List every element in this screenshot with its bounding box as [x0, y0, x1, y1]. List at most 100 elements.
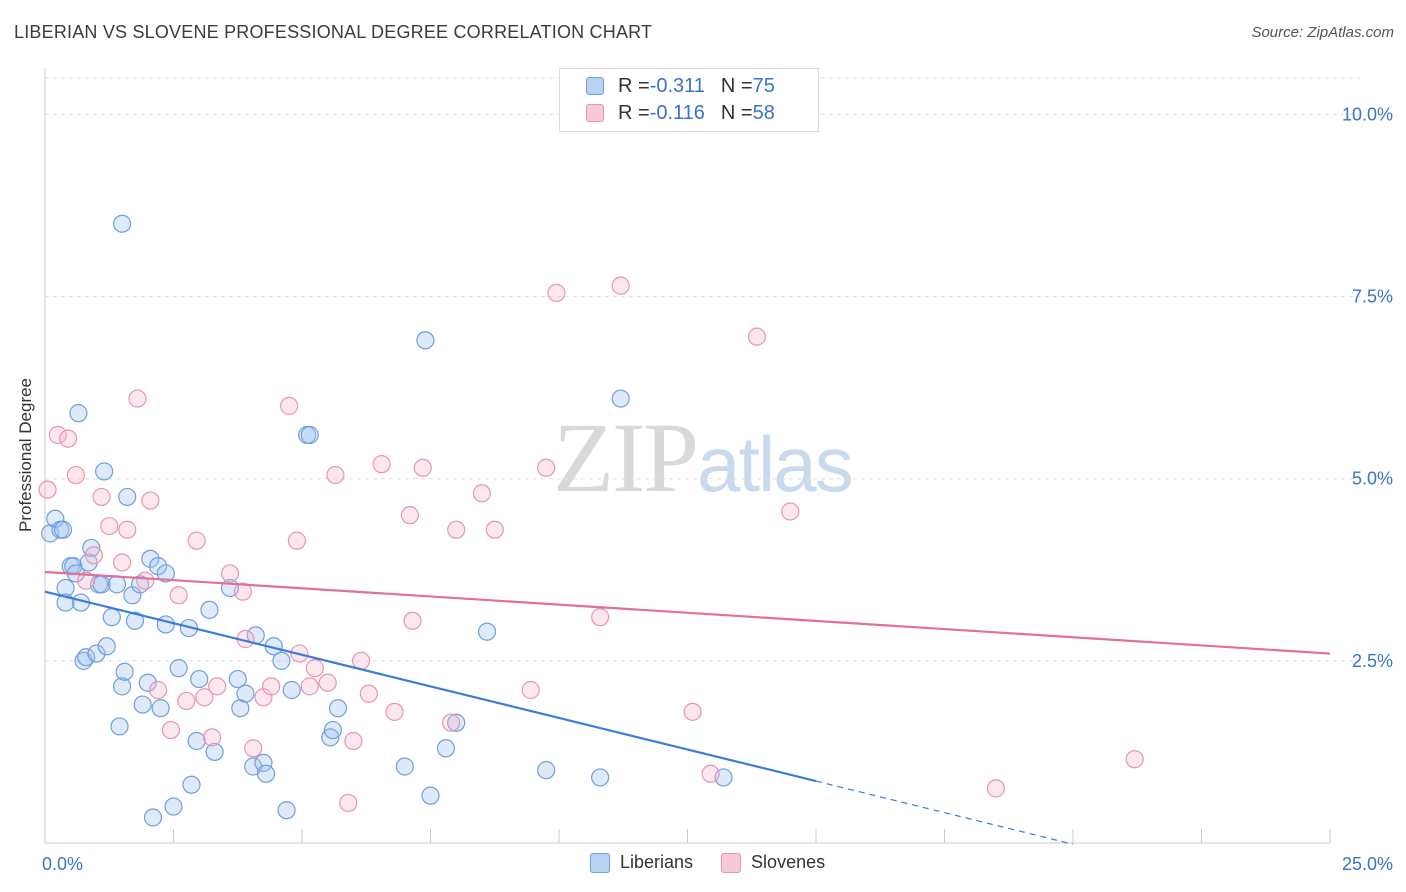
slovene-point: [287, 531, 306, 550]
slovene-point: [169, 586, 188, 605]
x-tick-label-min: 0.0%: [42, 854, 83, 874]
liberian-point: [228, 669, 247, 689]
liberian-point: [328, 699, 348, 718]
liberian-point: [272, 651, 291, 670]
liberian-point: [321, 728, 340, 747]
slovene-point: [339, 793, 358, 813]
slovene-point: [262, 677, 281, 696]
slovene-point: [112, 553, 132, 572]
liberian-point: [95, 462, 114, 481]
slovene-point: [547, 283, 566, 303]
liberian-point: [256, 764, 276, 783]
slovene-point: [177, 691, 196, 711]
r-value: -0.116: [649, 101, 705, 124]
slovene-point: [447, 520, 466, 539]
slovene-point: [48, 425, 67, 445]
liberian-point: [300, 425, 319, 445]
y-tick-label: 7.5%: [1352, 287, 1393, 307]
slovene-point: [441, 713, 461, 732]
slovene-point: [92, 487, 111, 507]
liberian-point: [395, 757, 414, 776]
slovene-point: [385, 702, 404, 721]
liberian-point: [118, 487, 137, 507]
slovene-point: [372, 455, 391, 474]
liberian-point: [69, 404, 88, 423]
slovene-point: [472, 484, 491, 503]
liberian-point: [138, 673, 157, 692]
slovene-point: [100, 516, 119, 536]
liberian-point: [236, 684, 255, 703]
liberian-point: [477, 622, 497, 641]
slovene-point: [747, 327, 766, 346]
slovenes-trend-line: [44, 570, 1331, 655]
slovene-point: [38, 480, 57, 499]
slovene-point: [400, 506, 420, 525]
slovene-point: [683, 702, 702, 721]
slovene-point: [537, 458, 556, 477]
liberian-point: [323, 720, 342, 740]
liberian-point: [110, 717, 129, 736]
liberian-point: [125, 611, 145, 630]
n-value: 75: [752, 74, 775, 97]
slovene-point: [611, 276, 630, 295]
slovene-point: [403, 611, 422, 630]
liberian-point: [112, 677, 132, 696]
liberian-point: [190, 669, 209, 689]
liberian-point: [164, 797, 183, 816]
slovene-point: [413, 458, 432, 477]
watermark-atlas: atlas: [697, 420, 854, 508]
liberian-point: [254, 753, 273, 772]
slovene-point: [701, 764, 720, 783]
slovenes-points: [38, 276, 1144, 813]
slovenes-legend-swatch: [721, 852, 742, 873]
x-tick-label-max: 25.0%: [1342, 854, 1393, 874]
slovene-point: [305, 659, 324, 678]
slovene-point: [208, 677, 227, 696]
slovene-point: [195, 688, 214, 707]
liberian-point: [87, 644, 106, 663]
slovene-point: [59, 429, 78, 448]
liberian-point: [156, 564, 175, 583]
legend-label: Slovenes: [751, 852, 826, 872]
liberian-point: [277, 801, 296, 820]
slovene-point: [1125, 750, 1144, 769]
liberian-point: [611, 389, 630, 408]
liberian-point: [97, 637, 116, 656]
tick-labels: 2.5% 5.0% 7.5% 10.0% 0.0% 25.0%: [42, 104, 1393, 874]
liberians-points: [41, 214, 733, 827]
slovene-point: [300, 677, 319, 696]
legend-row-liberians: R = -0.311 N = 75: [586, 73, 775, 99]
liberian-point: [182, 775, 201, 794]
slovene-point: [136, 571, 155, 590]
correlation-legend: R = -0.311 N = 75 R = -0.116 N = 58: [559, 68, 819, 132]
liberian-point: [82, 538, 101, 558]
watermark-zip: ZIP: [553, 402, 699, 513]
liberian-point: [187, 731, 206, 751]
slovene-point: [326, 465, 345, 485]
slovene-point: [141, 491, 160, 510]
n-label: N =: [720, 101, 753, 124]
slovene-point: [485, 520, 504, 539]
slovene-point: [280, 396, 299, 415]
liberians-swatch: [586, 77, 604, 95]
r-label: R =: [618, 74, 650, 97]
axes: [44, 68, 1331, 844]
liberian-point: [92, 575, 111, 594]
slovene-point: [161, 720, 181, 740]
n-label: N =: [720, 74, 753, 97]
slovenes-swatch: [586, 104, 604, 122]
liberians-trend-line: [44, 590, 817, 783]
liberian-point: [156, 615, 175, 634]
n-value: 58: [752, 101, 775, 124]
liberian-point: [200, 600, 219, 619]
liberians-trend-extension: [815, 780, 1074, 845]
slovene-point: [84, 546, 103, 565]
chart-title: LIBERIAN VS SLOVENE PROFESSIONAL DEGREE …: [14, 22, 653, 42]
slovene-point: [318, 673, 337, 692]
legend-item-slovenes: Slovenes: [721, 852, 825, 873]
watermark: ZIPatlas: [553, 400, 854, 515]
r-label: R =: [618, 101, 650, 124]
liberian-point: [141, 549, 160, 568]
liberian-point: [282, 680, 301, 700]
